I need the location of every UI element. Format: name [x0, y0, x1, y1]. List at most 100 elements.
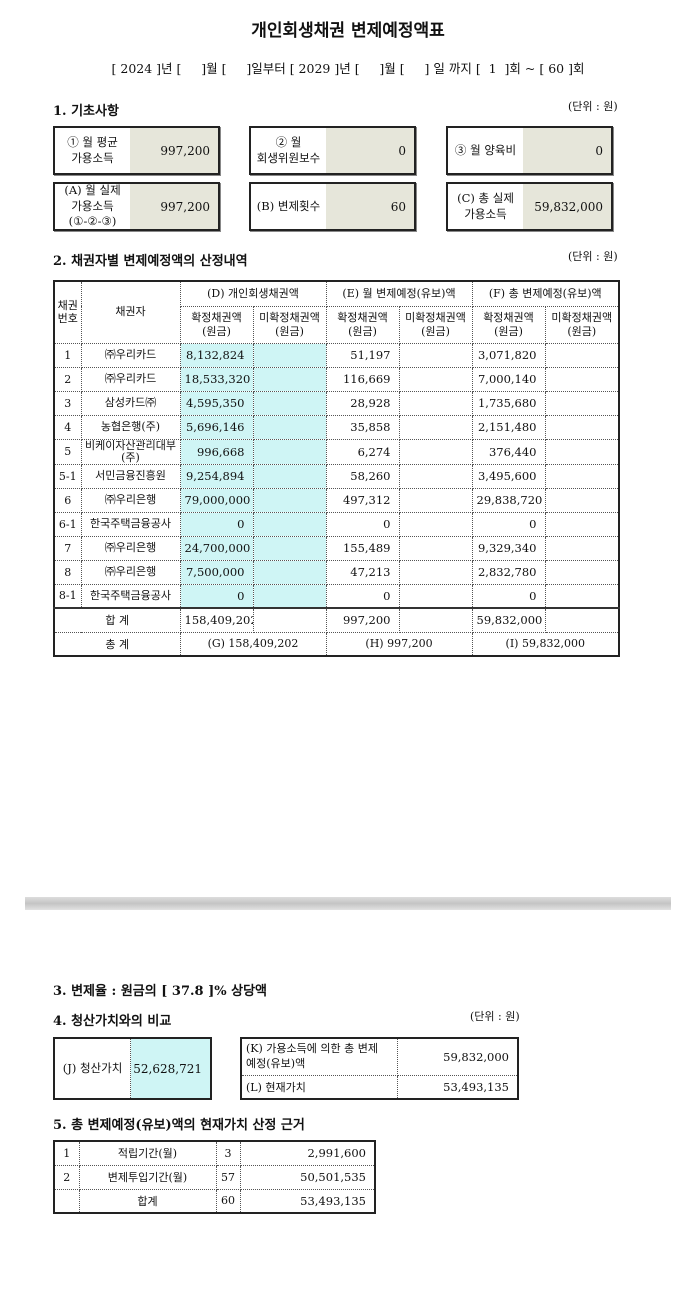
creditor-name: ㈜우리카드	[80, 366, 181, 392]
amount-d2	[252, 366, 327, 392]
creditor-name: ㈜우리은행	[80, 487, 181, 513]
unit-label: (단위 : 원)	[568, 100, 618, 113]
amount-f1: 0	[471, 583, 546, 609]
amount-f2	[544, 463, 620, 489]
amount-e1: 51,197	[325, 342, 400, 368]
header-confirmed: 확정채권액 (원금)	[179, 305, 254, 344]
amount-d1: 0	[179, 583, 254, 609]
amount-f2	[544, 438, 620, 465]
period-label: 적립기간(월)	[78, 1140, 217, 1166]
box-value: 60	[326, 184, 414, 229]
table-row: 5 비케이자산관리대부 (주) 996,668 6,274 376,440	[53, 438, 620, 465]
sum-d2	[252, 607, 327, 633]
amount: 50,501,535	[239, 1164, 376, 1190]
table-row: 2 ㈜우리카드 18,533,320 116,669 7,000,140	[53, 366, 620, 392]
sum-d1: 158,409,202	[179, 607, 254, 633]
l-value: 53,493,135	[396, 1074, 519, 1100]
row-no: 2	[53, 366, 82, 392]
amount-e1: 0	[325, 511, 400, 537]
header-confirmed: 확정채권액 (원금)	[325, 305, 400, 344]
unit-label: (단위 : 원)	[568, 250, 618, 263]
months: 60	[215, 1188, 241, 1214]
creditor-name: 한국주택금융공사	[80, 583, 181, 609]
unit-label: (단위 : 원)	[470, 1010, 520, 1023]
amount-e2	[398, 583, 473, 609]
amount-d1: 4,595,350	[179, 390, 254, 416]
amount-e1: 6,274	[325, 438, 400, 465]
amount-d1: 18,533,320	[179, 366, 254, 392]
creditor-name: ㈜우리은행	[80, 559, 181, 585]
amount-f1: 2,832,780	[471, 559, 546, 585]
basic-info-box: ③ 월 양육비 0	[446, 126, 613, 175]
row-no: 5-1	[53, 463, 82, 489]
amount-e2	[398, 511, 473, 537]
liquidation-value-label: (J) 청산가치	[55, 1039, 131, 1098]
amount-d1: 5,696,146	[179, 414, 254, 440]
amount-f2	[544, 511, 620, 537]
amount-f1: 0	[471, 511, 546, 537]
row-no	[53, 1188, 80, 1214]
amount-e1: 58,260	[325, 463, 400, 489]
table-row: 8-1 한국주택금융공사 0 0 0	[53, 583, 620, 609]
l-label: (L) 현재가치	[240, 1074, 398, 1100]
amount-f2	[544, 366, 620, 392]
table-row: 1 ㈜우리카드 8,132,824 51,197 3,071,820	[53, 342, 620, 368]
basic-info-box: (C) 총 실제 가용소득 59,832,000	[446, 182, 613, 231]
sum-label: 합 계	[53, 607, 181, 633]
table-row: 6-1 한국주택금융공사 0 0 0	[53, 511, 620, 537]
amount-e2	[398, 438, 473, 465]
page-title: 개인회생채권 변제예정액표	[251, 21, 445, 41]
amount-f2	[544, 487, 620, 513]
amount-d1: 8,132,824	[179, 342, 254, 368]
creditor-name: ㈜우리카드	[80, 342, 181, 368]
amount-e1: 116,669	[325, 366, 400, 392]
box-value: 0	[326, 128, 414, 173]
amount-f2	[544, 583, 620, 609]
creditor-name: 삼성카드㈜	[80, 390, 181, 416]
table-row: 8 ㈜우리은행 7,500,000 47,213 2,832,780	[53, 559, 620, 585]
row-no: 4	[53, 414, 82, 440]
basic-info-box: ② 월 회생위원보수 0	[249, 126, 416, 175]
amount-d2	[252, 390, 327, 416]
present-value-comparison-table: (K) 가용소득에 의한 총 변제 예정(유보)액 59,832,000 (L) …	[240, 1037, 519, 1100]
table-row: 6 ㈜우리은행 79,000,000 497,312 29,838,720	[53, 487, 620, 513]
box-value: 0	[523, 128, 611, 173]
amount-e2	[398, 414, 473, 440]
amount-d2	[252, 535, 327, 561]
header-f: (F) 총 변제예정(유보)액	[471, 280, 620, 307]
creditor-repayment-table: 채권 번호 채권자 (D) 개인회생채권액 (E) 월 변제예정(유보)액 (F…	[53, 280, 621, 658]
header-creditor: 채권자	[80, 280, 181, 344]
months: 3	[215, 1140, 241, 1166]
header-confirmed: 확정채권액 (원금)	[471, 305, 546, 344]
amount-d2	[252, 559, 327, 585]
header-unconfirmed: 미확정채권액 (원금)	[398, 305, 473, 344]
box-label: ① 월 평균 가용소득	[55, 128, 130, 173]
row-no: 2	[53, 1164, 80, 1190]
row-no: 6	[53, 487, 82, 513]
header-unconfirmed: 미확정채권액 (원금)	[252, 305, 327, 344]
liquidation-value-box: (J) 청산가치 52,628,721	[53, 1037, 212, 1100]
amount-f1: 7,000,140	[471, 366, 546, 392]
amount-d1: 7,500,000	[179, 559, 254, 585]
section2-heading: 2. 채권자별 변제예정액의 산정내역	[53, 254, 248, 269]
amount-e2	[398, 390, 473, 416]
row-no: 3	[53, 390, 82, 416]
amount-d2	[252, 583, 327, 609]
basic-info-box: ① 월 평균 가용소득 997,200	[53, 126, 220, 175]
box-label: (A) 월 실제 가용소득 (①-②-③)	[55, 183, 130, 229]
amount-e2	[398, 463, 473, 489]
row-no: 7	[53, 535, 82, 561]
total-row: 총 계 (G) 158,409,202 (H) 997,200 (I) 59,832,…	[53, 631, 620, 657]
amount-f2	[544, 535, 620, 561]
creditor-name: 비케이자산관리대부 (주)	[80, 438, 181, 465]
amount-e2	[398, 559, 473, 585]
amount-e1: 47,213	[325, 559, 400, 585]
table-row: 합계 60 53,493,135	[53, 1188, 376, 1214]
amount-f1: 3,071,820	[471, 342, 546, 368]
present-value-basis-table: 1 적립기간(월) 3 2,991,600 2 변제투입기간(월) 57 50,501,535…	[53, 1140, 376, 1214]
sum-f2	[544, 607, 620, 633]
amount-f1: 9,329,340	[471, 535, 546, 561]
liquidation-value: 52,628,721	[131, 1039, 210, 1098]
row-no: 1	[53, 1140, 80, 1166]
